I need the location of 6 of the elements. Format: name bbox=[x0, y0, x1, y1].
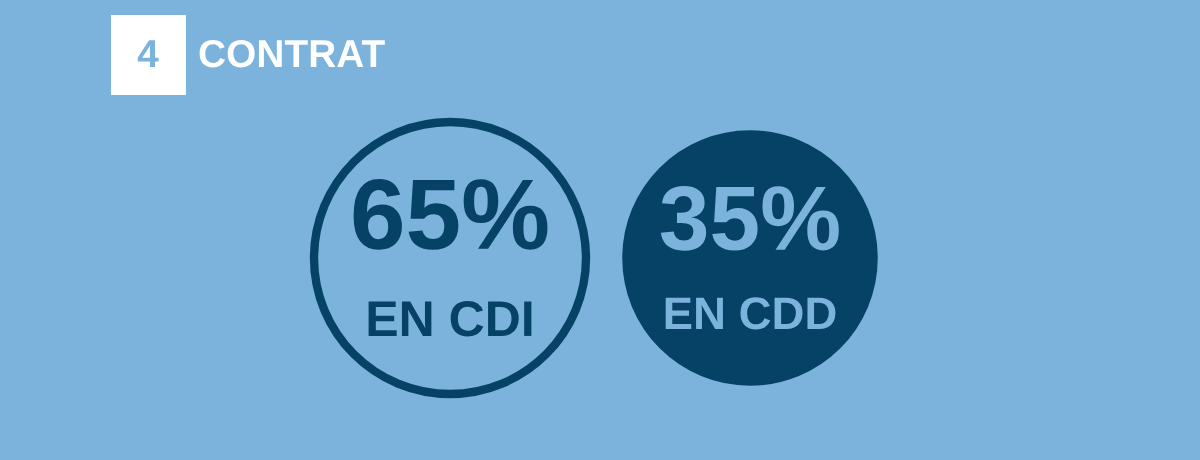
text: CONTRAT bbox=[199, 39, 385, 68]
category-label: EN CDD bbox=[665, 297, 836, 330]
data-label: 65% bbox=[353, 179, 548, 250]
data-label: 35% bbox=[660, 186, 839, 251]
category-label: EN CDI bbox=[368, 301, 532, 337]
text: 4 bbox=[137, 40, 159, 68]
